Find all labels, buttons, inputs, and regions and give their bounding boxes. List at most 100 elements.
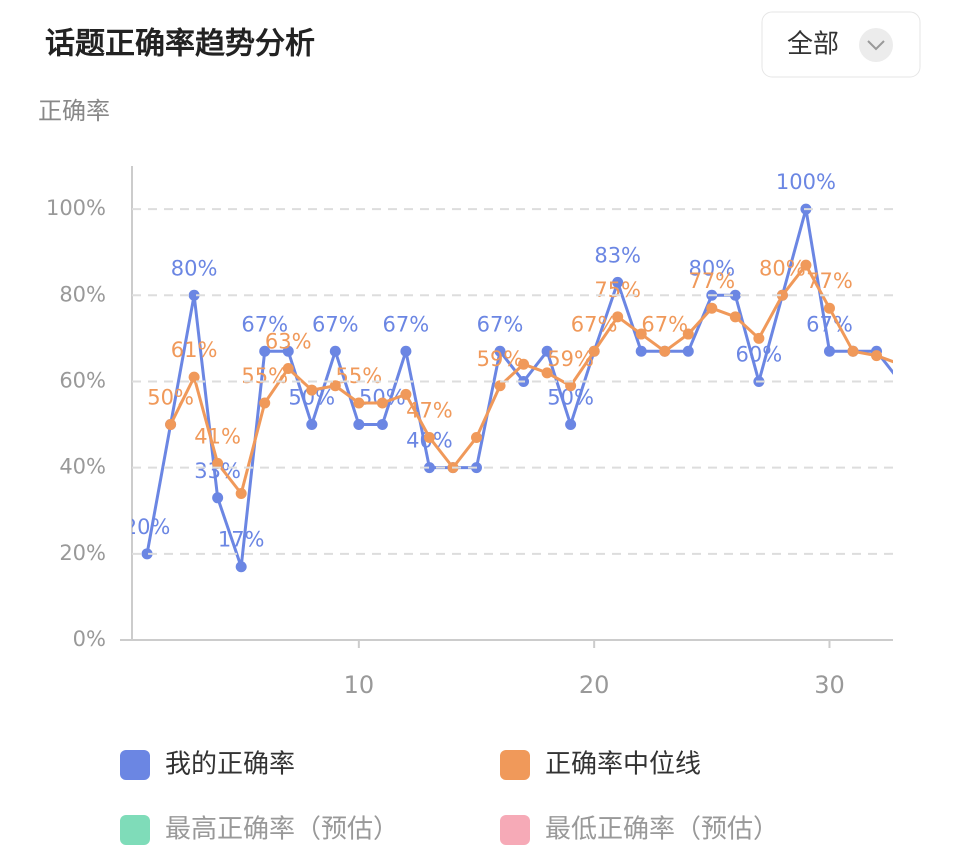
data-point	[494, 345, 506, 357]
data-point	[494, 380, 506, 392]
data-point	[376, 419, 388, 431]
filter-label[interactable]: 全部	[787, 30, 839, 60]
legend-label[interactable]: 最低正确率（预估）	[545, 815, 779, 845]
data-point	[353, 397, 365, 409]
data-point	[541, 367, 553, 379]
data-point	[635, 345, 647, 357]
data-point	[329, 380, 341, 392]
data-point	[470, 431, 482, 443]
data-point	[188, 289, 200, 301]
data-point	[282, 363, 294, 375]
data-point	[565, 380, 577, 392]
y-tick-label: 40%	[59, 455, 106, 479]
data-label: 100%	[776, 170, 836, 194]
legend-swatch[interactable]	[500, 750, 530, 780]
x-tick-label: 30	[814, 671, 845, 699]
legend-label[interactable]: 我的正确率	[165, 750, 295, 780]
data-label: 67%	[241, 312, 288, 336]
filter-dropdown[interactable]	[761, 11, 921, 78]
data-point	[400, 388, 412, 400]
data-point	[682, 345, 694, 357]
data-label: 20%	[124, 515, 171, 539]
data-point	[753, 332, 765, 344]
data-point	[823, 345, 835, 357]
data-point	[141, 548, 153, 560]
data-point	[235, 487, 247, 499]
dropdown-icon[interactable]	[859, 28, 893, 62]
data-point	[423, 431, 435, 443]
data-point	[212, 492, 224, 504]
data-label: 67%	[806, 312, 853, 336]
y-tick-label: 0%	[73, 627, 106, 651]
data-point	[776, 289, 788, 301]
data-point	[588, 345, 600, 357]
data-point	[400, 345, 412, 357]
data-point	[329, 345, 341, 357]
data-label: 55%	[335, 364, 382, 388]
data-point	[423, 462, 435, 474]
data-point	[235, 561, 247, 573]
data-label: 17%	[218, 528, 265, 552]
data-label: 83%	[594, 243, 641, 267]
data-point	[659, 345, 671, 357]
data-point	[306, 419, 318, 431]
data-label: 80%	[759, 256, 806, 280]
data-point	[729, 311, 741, 323]
data-label: 55%	[241, 364, 288, 388]
y-tick-label: 80%	[59, 282, 106, 306]
data-point	[612, 311, 624, 323]
data-point	[635, 328, 647, 340]
data-point	[518, 358, 530, 370]
data-point	[847, 345, 859, 357]
data-label: 41%	[194, 424, 241, 448]
data-label: 80%	[171, 256, 218, 280]
data-label: 60%	[736, 342, 783, 366]
data-point	[353, 419, 365, 431]
data-label: 59%	[477, 347, 524, 371]
data-point	[706, 302, 718, 314]
plot-area: 20%80%33%17%67%50%67%50%67%40%67%50%83%8…	[124, 170, 906, 573]
y-tick-label: 100%	[46, 196, 106, 220]
data-point	[565, 419, 577, 431]
x-tick-label: 20	[579, 671, 610, 699]
data-label: 61%	[171, 338, 218, 362]
data-point	[895, 359, 906, 370]
data-point	[729, 289, 741, 301]
data-point	[259, 397, 271, 409]
data-point	[682, 328, 694, 340]
data-point	[188, 371, 200, 383]
legend-label[interactable]: 最高正确率（预估）	[165, 815, 399, 845]
data-point	[376, 397, 388, 409]
legend-swatch[interactable]	[120, 750, 150, 780]
y-tick-label: 60%	[59, 368, 106, 392]
page-title: 话题正确率趋势分析	[45, 27, 315, 62]
data-point	[612, 276, 624, 288]
data-label: 67%	[312, 312, 359, 336]
data-label: 75%	[594, 278, 641, 302]
data-label: 67%	[571, 312, 618, 336]
data-label: 77%	[806, 269, 853, 293]
legend-swatch[interactable]	[500, 815, 530, 845]
data-point	[800, 259, 812, 271]
legend-swatch[interactable]	[120, 815, 150, 845]
data-point	[895, 376, 906, 387]
data-point	[282, 345, 294, 357]
chevron	[867, 40, 885, 51]
data-point	[871, 350, 883, 362]
data-point	[823, 302, 835, 314]
legend-label[interactable]: 正确率中位线	[545, 750, 701, 780]
data-point	[541, 345, 553, 357]
data-point	[259, 345, 271, 357]
data-label: 80%	[688, 256, 735, 280]
data-label: 47%	[406, 398, 453, 422]
y-axis-label: 正确率	[38, 97, 110, 125]
data-label: 67%	[641, 312, 688, 336]
data-label: 59%	[547, 347, 594, 371]
data-label: 67%	[477, 312, 524, 336]
x-tick-label: 10	[344, 671, 375, 699]
data-point	[165, 419, 177, 431]
data-label: 50%	[147, 386, 194, 410]
data-point	[212, 457, 224, 469]
data-label: 77%	[688, 269, 735, 293]
